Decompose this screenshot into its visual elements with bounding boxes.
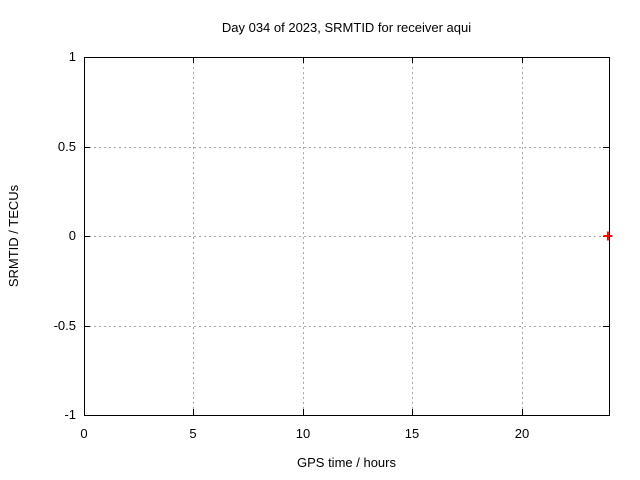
y-tick-label: 0.5 [57, 139, 76, 154]
x-tick-label: 5 [189, 426, 197, 441]
y-tick-label: -1 [64, 407, 76, 422]
chart-title: Day 034 of 2023, SRMTID for receiver aqu… [221, 20, 472, 35]
x-tick-label: 20 [514, 426, 530, 441]
x-tick-label: 10 [295, 426, 311, 441]
x-tick-label: 15 [404, 426, 420, 441]
y-tick-label: 1 [68, 49, 76, 64]
y-tick-label: 0 [68, 228, 76, 243]
y-tick-label: -0.5 [53, 318, 76, 333]
x-tick-label: 0 [80, 426, 88, 441]
x-axis-label: GPS time / hours [297, 455, 396, 470]
